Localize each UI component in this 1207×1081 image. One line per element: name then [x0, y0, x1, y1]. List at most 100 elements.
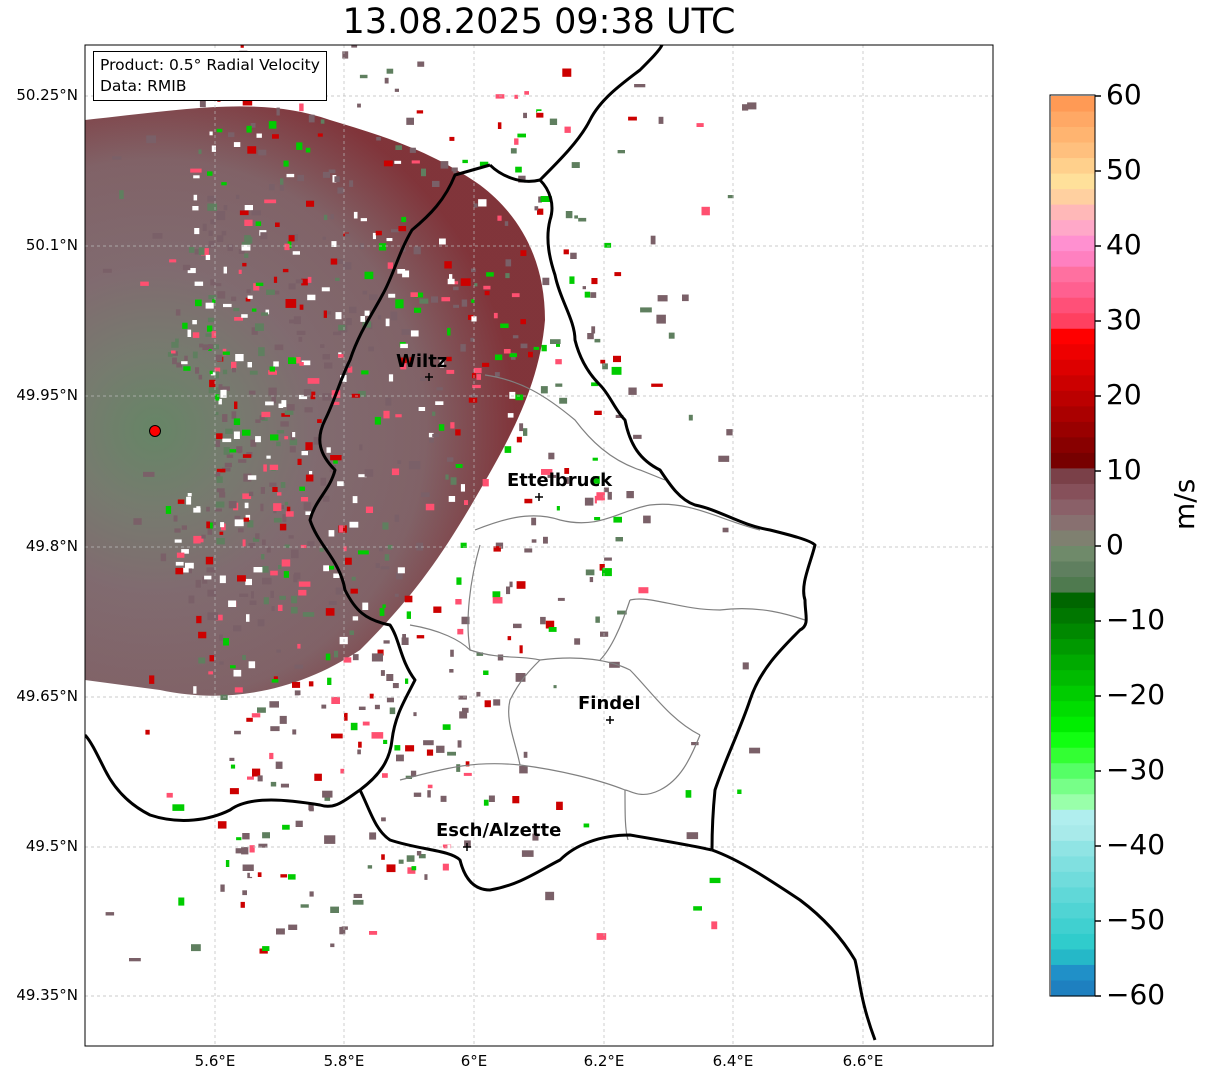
- velocity-pixel: [323, 495, 330, 502]
- velocity-pixel: [218, 398, 222, 405]
- velocity-pixel: [215, 614, 223, 621]
- velocity-pixel: [330, 258, 338, 265]
- velocity-pixel: [407, 867, 416, 874]
- colorbar-tick-label: −20: [1106, 678, 1166, 711]
- colorbar-band: [1051, 577, 1095, 594]
- velocity-pixel: [519, 423, 524, 432]
- velocity-pixel: [272, 134, 279, 139]
- velocity-pixel: [335, 312, 342, 320]
- velocity-pixel: [352, 654, 359, 661]
- lat-label: 49.5°N: [25, 837, 78, 855]
- velocity-pixel: [255, 282, 264, 286]
- velocity-pixel: [294, 664, 304, 669]
- velocity-pixel: [432, 180, 440, 187]
- velocity-pixel: [436, 745, 445, 753]
- velocity-pixel: [219, 492, 226, 498]
- velocity-pixel: [559, 397, 568, 404]
- velocity-pixel: [390, 311, 398, 321]
- velocity-pixel: [352, 496, 358, 504]
- velocity-pixel: [288, 924, 298, 930]
- velocity-pixel: [299, 486, 305, 491]
- velocity-pixel: [483, 670, 489, 675]
- velocity-pixel: [324, 835, 336, 844]
- velocity-pixel: [607, 491, 612, 500]
- colorbar-band: [1051, 406, 1095, 423]
- velocity-pixel: [188, 247, 195, 253]
- velocity-pixel: [383, 640, 390, 644]
- velocity-pixel: [358, 827, 366, 836]
- velocity-pixel: [286, 506, 291, 512]
- velocity-pixel: [199, 535, 204, 543]
- velocity-pixel: [289, 446, 296, 453]
- velocity-pixel: [247, 295, 253, 299]
- velocity-pixel: [194, 249, 199, 255]
- velocity-pixel: [545, 891, 555, 901]
- velocity-pixel: [247, 872, 253, 879]
- velocity-pixel: [357, 390, 366, 397]
- velocity-pixel: [362, 290, 368, 295]
- velocity-pixel: [450, 477, 457, 485]
- colorbar-tick-label: 50: [1106, 153, 1142, 186]
- velocity-pixel: [617, 287, 621, 293]
- velocity-pixel: [420, 668, 427, 672]
- velocity-pixel: [578, 217, 587, 222]
- velocity-pixel: [246, 717, 253, 722]
- velocity-pixel: [256, 758, 260, 763]
- velocity-pixel: [288, 357, 297, 364]
- velocity-pixel: [320, 477, 327, 486]
- lat-label: 49.65°N: [16, 687, 78, 705]
- velocity-pixel: [251, 34, 258, 41]
- velocity-pixel: [458, 695, 467, 700]
- velocity-pixel: [521, 850, 534, 857]
- velocity-pixel: [628, 387, 637, 395]
- velocity-pixel: [515, 166, 522, 173]
- velocity-pixel: [292, 432, 296, 438]
- velocity-pixel: [283, 9, 290, 15]
- velocity-pixel: [222, 414, 228, 422]
- velocity-pixel: [419, 298, 429, 304]
- lon-label: 5.6°E: [194, 1052, 236, 1070]
- colorbar-band: [1051, 173, 1095, 190]
- velocity-pixel: [596, 933, 607, 940]
- product-label: Product: 0.5° Radial Velocity: [100, 56, 320, 74]
- velocity-pixel: [175, 561, 184, 566]
- colorbar-band: [1051, 483, 1095, 501]
- velocity-pixel: [255, 221, 262, 226]
- velocity-pixel: [199, 99, 206, 108]
- velocity-pixel: [224, 462, 232, 468]
- velocity-pixel: [412, 11, 421, 15]
- colorbar-band: [1051, 266, 1095, 283]
- velocity-pixel: [266, 289, 275, 295]
- city-label-esch-alzette: Esch/Alzette: [436, 820, 562, 841]
- velocity-pixel: [726, 429, 733, 436]
- velocity-pixel: [303, 389, 312, 397]
- velocity-pixel: [247, 2, 252, 8]
- velocity-pixel: [198, 247, 205, 255]
- velocity-pixel: [262, 539, 266, 546]
- velocity-pixel: [146, 135, 156, 144]
- velocity-pixel: [453, 169, 457, 174]
- velocity-pixel: [187, 329, 192, 337]
- colorbar: [1051, 96, 1095, 997]
- velocity-pixel: [471, 299, 475, 303]
- velocity-pixel: [540, 386, 548, 394]
- velocity-pixel: [461, 299, 468, 307]
- velocity-pixel: [460, 484, 465, 492]
- velocity-pixel: [524, 498, 533, 504]
- velocity-pixel: [486, 272, 494, 277]
- velocity-pixel: [250, 123, 256, 128]
- velocity-pixel: [651, 383, 663, 387]
- velocity-pixel: [178, 897, 185, 906]
- lon-label: 5.8°E: [323, 1052, 365, 1070]
- velocity-pixel: [272, 487, 278, 492]
- velocity-pixel: [269, 464, 279, 470]
- velocity-pixel: [284, 436, 289, 440]
- velocity-pixel: [413, 712, 417, 717]
- velocity-pixel: [427, 790, 431, 798]
- velocity-pixel: [453, 286, 459, 291]
- velocity-pixel: [405, 678, 409, 684]
- velocity-pixel: [299, 362, 304, 366]
- velocity-pixel: [242, 655, 246, 661]
- velocity-pixel: [378, 243, 387, 251]
